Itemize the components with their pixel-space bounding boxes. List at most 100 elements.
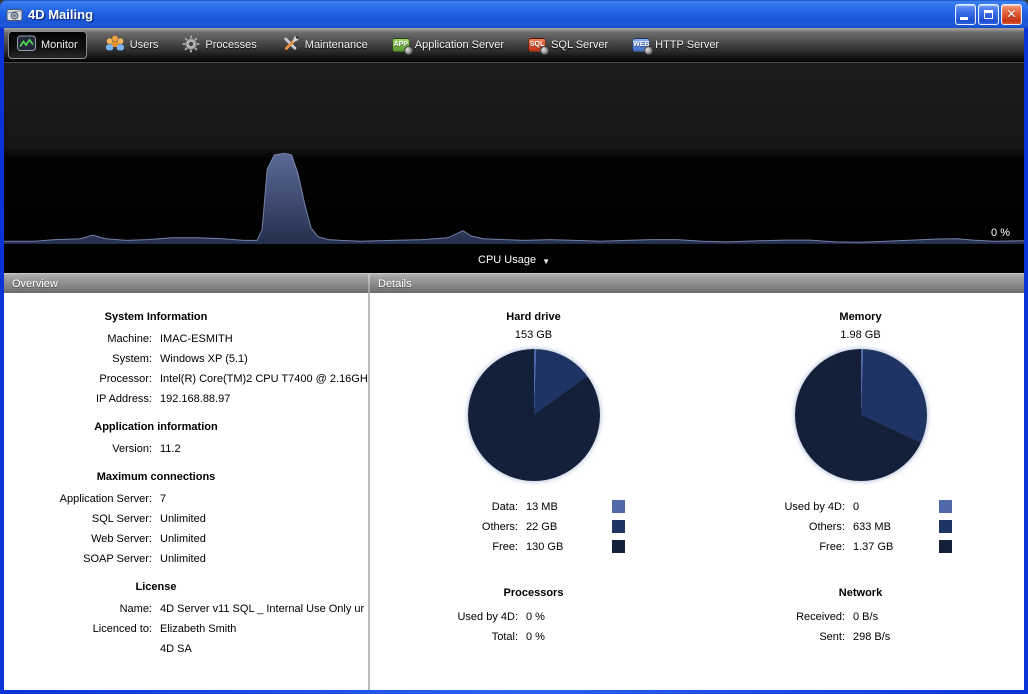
section-title: License: [135, 581, 177, 593]
legend-value: 130 GB: [526, 541, 564, 553]
legend-row: Free: 1.37 GB: [697, 537, 1024, 557]
memory-legend: Used by 4D: 0 Others: 633 MB Free: 1.37 GB: [697, 497, 1024, 557]
legend-row: Others: 633 MB: [697, 517, 1024, 537]
toolbar: Monitor Users: [4, 28, 1024, 62]
http-server-icon: WEB: [632, 38, 654, 55]
row-label: Received:: [796, 611, 845, 623]
row-label: SQL Server:: [91, 513, 152, 525]
toolbar-label: Monitor: [41, 39, 78, 51]
legend-label: Free:: [819, 541, 845, 553]
sql-server-icon: SQL: [528, 38, 550, 55]
row-value: Intel(R) Core(TM)2 CPU T7400 @ 2.16GH: [160, 373, 368, 385]
row-value: 4D SA: [160, 643, 192, 655]
toolbar-button-monitor[interactable]: Monitor: [8, 31, 87, 59]
hard-drive-title: Hard drive: [506, 311, 561, 323]
toolbar-button-sql-server[interactable]: SQL SQL Server: [522, 35, 614, 55]
legend-swatch: [939, 540, 952, 553]
app-server-icon: APP: [391, 38, 413, 55]
row-value: 0 B/s: [853, 611, 879, 623]
details-header: Details: [370, 273, 1024, 293]
memory-section: Memory 1.98 GB Used by 4D: 0 Others: 633 M…: [697, 299, 1024, 690]
processors-title: Processors: [503, 587, 564, 599]
window-title: 4D Mailing: [28, 6, 94, 22]
cpu-usage-chart: 0 %: [4, 62, 1024, 247]
row-label: System:: [112, 353, 152, 365]
maximize-icon: [984, 9, 993, 19]
row-label: Name:: [119, 603, 152, 615]
row-label: Application Server:: [59, 493, 152, 505]
row-label: Sent:: [819, 631, 845, 643]
details-panel: Hard drive 153 GB Data: 13 MB Others: 22 G…: [370, 293, 1024, 690]
info-row: Used by 4D: 0 %: [370, 607, 697, 627]
info-row: Total: 0 %: [370, 627, 697, 647]
info-row: Processor: Intel(R) Core(TM)2 CPU T7400 @…: [4, 369, 368, 389]
row-label: Total:: [491, 631, 518, 643]
legend-label: Used by 4D:: [784, 501, 845, 513]
legend-label: Data:: [491, 501, 518, 513]
legend-label: Others:: [481, 521, 518, 533]
row-value: Unlimited: [160, 513, 206, 525]
row-label: Used by 4D:: [457, 611, 518, 623]
toolbar-button-maintenance[interactable]: Maintenance: [275, 32, 374, 59]
section-title: Maximum connections: [96, 471, 216, 483]
legend-swatch: [939, 500, 952, 513]
tools-icon: [281, 35, 300, 56]
legend-swatch: [939, 520, 952, 533]
panel-divider: [368, 293, 370, 690]
monitor-icon: [17, 35, 36, 55]
users-icon: [105, 35, 125, 55]
row-label: IP Address:: [95, 393, 152, 405]
row-value: Windows XP (5.1): [160, 353, 248, 365]
gear-icon: [403, 46, 413, 55]
panel-headers: Overview Details: [4, 273, 1024, 293]
row-value: 0 %: [526, 611, 545, 623]
info-row: Application Server: 7: [4, 489, 368, 509]
info-row: Machine: IMAC-ESMITH: [4, 329, 368, 349]
title-bar[interactable]: 4D Mailing ✕: [0, 0, 1028, 28]
hard-drive-pie-chart: [467, 349, 600, 481]
hard-drive-legend: Data: 13 MB Others: 22 GB Free: 130 GB: [370, 497, 697, 557]
overview-header: Overview: [4, 273, 368, 293]
memory-total: 1.98 GB: [840, 329, 881, 341]
maximize-button[interactable]: [978, 3, 999, 25]
row-label: Machine:: [107, 333, 152, 345]
hard-drive-total: 153 GB: [514, 329, 553, 341]
legend-label: Others:: [808, 521, 845, 533]
info-row: Sent: 298 B/s: [697, 627, 1024, 647]
legend-value: 1.37 GB: [853, 541, 894, 553]
overview-panel: System Information Machine: IMAC-ESMITH S…: [4, 293, 368, 690]
info-row: Name: 4D Server v11 SQL _ Internal Use On…: [4, 599, 368, 619]
legend-value: 22 GB: [526, 521, 558, 533]
gear-icon: [540, 46, 550, 55]
section-title: Application information: [94, 421, 218, 433]
row-label: Web Server:: [91, 533, 152, 545]
legend-swatch: [612, 500, 625, 513]
row-value: 7: [160, 493, 167, 505]
close-button[interactable]: ✕: [1001, 3, 1022, 25]
row-label: Version:: [112, 443, 152, 455]
http-server-badge: WEB: [633, 41, 650, 48]
row-label: Processor:: [99, 373, 152, 385]
info-row: System: Windows XP (5.1): [4, 349, 368, 369]
toolbar-button-application-server[interactable]: APP Application Server: [386, 35, 510, 55]
row-value: 4D Server v11 SQL _ Internal Use Only ur: [160, 603, 365, 615]
graph-selector[interactable]: CPU Usage ▼: [4, 247, 1024, 273]
app-icon: [6, 6, 23, 23]
info-row: SOAP Server: Unlimited: [4, 549, 368, 569]
toolbar-button-http-server[interactable]: WEB HTTP Server: [626, 35, 725, 55]
row-label: SOAP Server:: [83, 553, 152, 565]
minimize-button[interactable]: [955, 3, 976, 25]
toolbar-label: Application Server: [414, 39, 505, 51]
info-row: SQL Server: Unlimited: [4, 509, 368, 529]
row-value: Unlimited: [160, 553, 206, 565]
toolbar-button-users[interactable]: Users: [99, 32, 165, 58]
row-value: 11.2: [160, 443, 181, 455]
info-row: Web Server: Unlimited: [4, 529, 368, 549]
info-row: Received: 0 B/s: [697, 607, 1024, 627]
legend-value: 13 MB: [526, 501, 558, 513]
memory-pie-chart: [794, 349, 927, 481]
chevron-down-icon: ▼: [542, 256, 550, 266]
toolbar-button-processes[interactable]: Processes: [176, 32, 262, 59]
gear-icon: [644, 46, 654, 55]
